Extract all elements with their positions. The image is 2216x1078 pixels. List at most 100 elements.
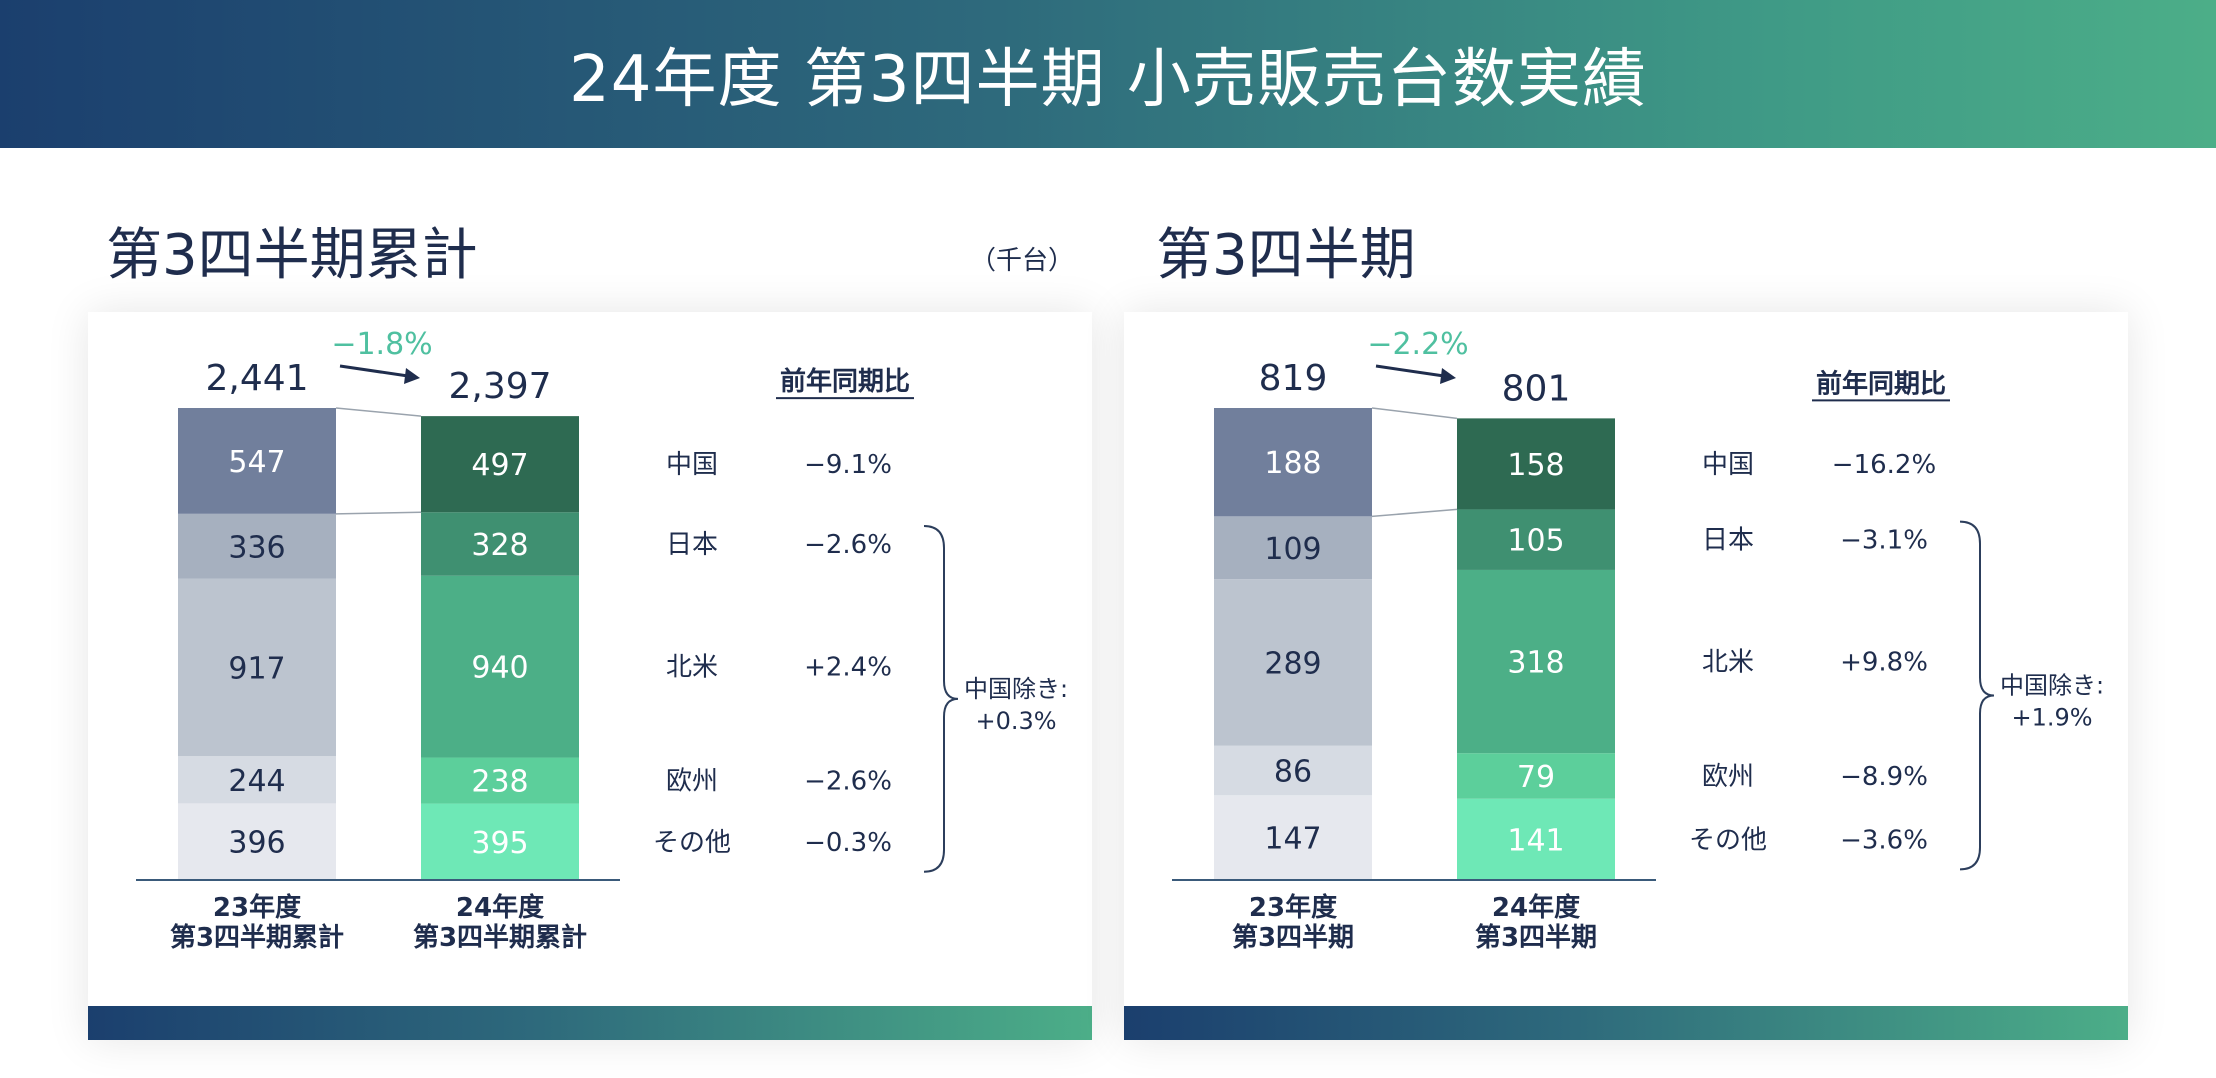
change-label: −1.8% — [331, 327, 432, 362]
bar-segment-prev-1 — [1214, 745, 1372, 796]
connector-line-top — [335, 407, 422, 417]
chart-panel-cumulative: 396 244 917 336 547 2,441 23年度 第3四半期累計 395 238 940… — [88, 312, 1092, 1040]
x-tick-label: 24年度 — [456, 892, 544, 923]
chart-panel-quarter: 147 86 289 109 188 819 23年度 第3四半期 141 79 318 105 158… — [1124, 312, 2128, 1040]
yoy-value: −3.6% — [1840, 825, 1928, 855]
data-label: 105 — [1507, 524, 1564, 559]
region-brace — [923, 524, 959, 873]
bar-segment-prev-2 — [178, 578, 336, 757]
connector-line-top — [1371, 407, 1458, 420]
region-label: 北米 — [1702, 648, 1754, 678]
yoy-value: +9.8% — [1840, 648, 1928, 678]
yoy-value: −8.9% — [1840, 762, 1928, 792]
x-tick-label: 第3四半期 — [1232, 922, 1354, 953]
bar-segment-curr-2 — [421, 575, 579, 758]
change-arrow-line — [339, 364, 409, 378]
yoy-value: −16.2% — [1832, 450, 1936, 480]
change-label: −2.2% — [1367, 327, 1468, 362]
data-label: 141 — [1507, 823, 1564, 858]
change-arrow-head — [404, 368, 420, 384]
data-label: 336 — [228, 530, 285, 565]
header-banner: 24年度 第3四半期 小売販売台数実績 — [0, 0, 2216, 148]
excl-china-label: 中国除き: — [2000, 672, 2104, 700]
region-label: 日本 — [666, 530, 718, 560]
bar-segment-prev-3 — [178, 513, 336, 579]
panel-footer-bar — [88, 1006, 1092, 1040]
bar-segment-curr-1 — [1457, 753, 1615, 799]
data-label: 86 — [1274, 755, 1312, 790]
bar-segment-prev-1 — [178, 756, 336, 804]
excl-china-label: 中国除き: — [964, 675, 1068, 703]
panel-title-cumulative: 第3四半期累計 — [106, 223, 478, 288]
data-label: 238 — [471, 765, 528, 800]
panel-title-quarter: 第3四半期 — [1156, 223, 1416, 288]
bar-segment-curr-0 — [1457, 798, 1615, 880]
region-label: 中国 — [666, 450, 718, 480]
data-label: 289 — [1264, 646, 1321, 681]
excl-china-value: +1.9% — [2011, 704, 2092, 732]
yoy-value: +2.4% — [804, 653, 892, 683]
yoy-header: 前年同期比 — [1816, 368, 1946, 399]
bar-segment-prev-3 — [1214, 516, 1372, 580]
bar-segment-curr-4 — [421, 416, 579, 513]
bar-segment-curr-2 — [1457, 569, 1615, 754]
bar-segment-curr-0 — [421, 803, 579, 880]
data-label: 244 — [228, 764, 285, 799]
data-label: 158 — [1507, 448, 1564, 483]
data-label: 318 — [1507, 646, 1564, 681]
region-label: 中国 — [1702, 450, 1754, 480]
region-label: 欧州 — [1702, 762, 1754, 792]
data-label: 109 — [1264, 532, 1321, 567]
yoy-value: −2.6% — [804, 767, 892, 797]
bar-segment-curr-1 — [421, 757, 579, 804]
page-title: 24年度 第3四半期 小売販売台数実績 — [569, 43, 1647, 117]
data-label: 940 — [471, 651, 528, 686]
yoy-header: 前年同期比 — [780, 366, 910, 397]
region-label: 欧州 — [666, 767, 718, 797]
bar-segment-prev-0 — [178, 803, 336, 880]
bar-segment-curr-3 — [421, 512, 579, 576]
bar-segment-prev-4 — [1214, 408, 1372, 517]
data-label: 147 — [1264, 822, 1321, 857]
yoy-value: −0.3% — [804, 828, 892, 858]
yoy-value: −3.1% — [1840, 526, 1928, 556]
data-label: 395 — [471, 826, 528, 861]
region-label: その他 — [653, 828, 731, 858]
data-label: 917 — [228, 652, 285, 687]
data-label: 497 — [471, 448, 528, 483]
bar-segment-prev-4 — [178, 408, 336, 514]
change-arrow-head — [1440, 368, 1456, 384]
bar-segment-prev-0 — [1214, 795, 1372, 880]
data-label: 396 — [228, 826, 285, 861]
yoy-value: −2.6% — [804, 530, 892, 560]
bar-segment-curr-4 — [1457, 418, 1615, 510]
total-label: 2,397 — [448, 366, 551, 407]
change-arrow-line — [1375, 364, 1445, 378]
data-label: 188 — [1264, 446, 1321, 481]
total-label: 819 — [1259, 358, 1328, 399]
x-tick-label: 24年度 — [1492, 892, 1580, 923]
data-label: 547 — [228, 445, 285, 480]
region-label: 日本 — [1702, 526, 1754, 556]
panel-footer-bar — [1124, 1006, 2128, 1040]
total-label: 2,441 — [205, 358, 308, 399]
bar-segment-curr-3 — [1457, 509, 1615, 570]
x-tick-label: 第3四半期累計 — [170, 922, 344, 953]
region-brace — [1959, 520, 1995, 871]
data-label: 328 — [471, 528, 528, 563]
x-tick-label: 第3四半期累計 — [413, 922, 587, 953]
unit-label: （千台） — [970, 246, 1075, 276]
total-label: 801 — [1502, 368, 1571, 409]
region-label: 北米 — [666, 653, 718, 683]
excl-china-value: +0.3% — [975, 707, 1056, 735]
x-tick-label: 23年度 — [213, 892, 301, 923]
connector-line-bottom — [1371, 508, 1458, 518]
bar-segment-prev-2 — [1214, 579, 1372, 746]
yoy-value: −9.1% — [804, 450, 892, 480]
x-tick-label: 23年度 — [1249, 892, 1337, 923]
data-label: 79 — [1517, 760, 1555, 795]
connector-line-bottom — [335, 511, 422, 515]
x-tick-label: 第3四半期 — [1475, 922, 1597, 953]
